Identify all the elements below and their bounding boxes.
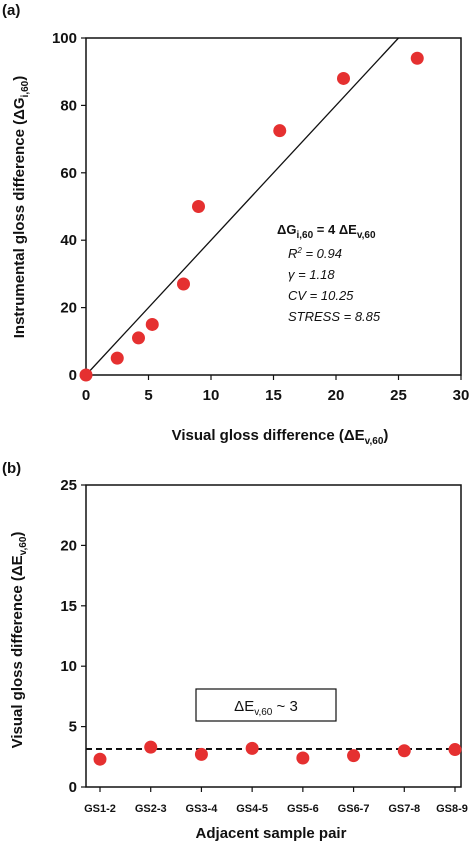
annotation-text: ΔEv,60 ~ 3 xyxy=(234,698,298,718)
stat-r2-sup: 2 xyxy=(296,246,302,255)
x-tick-label-a: 0 xyxy=(82,387,90,404)
y-tick-label-b: 0 xyxy=(69,779,77,796)
y-tick-label-a: 80 xyxy=(60,97,77,114)
data-point-a xyxy=(177,277,190,291)
x-tick-label-b: GS1-2 xyxy=(84,803,116,815)
data-point-b xyxy=(296,751,310,765)
data-point-a xyxy=(410,51,424,65)
stat-r2: R2 = 0.94 xyxy=(288,246,342,261)
y-tick-label-a: 60 xyxy=(60,165,77,182)
x-axis-title-b: Adjacent sample pair xyxy=(196,825,347,842)
x-tick-label-b: GS6-7 xyxy=(338,803,370,815)
y-ticks-b: 0 5 10 15 20 25 xyxy=(60,477,86,796)
annotation-prefix: ΔE xyxy=(234,698,254,715)
stat-r2-label: R xyxy=(288,246,297,261)
panel-b-label: (b) xyxy=(2,460,21,477)
x-tick-label-b: GS2-3 xyxy=(135,803,167,815)
y-tick-label-a: 20 xyxy=(60,300,77,317)
data-point-b xyxy=(347,749,361,763)
y-tick-label-a: 40 xyxy=(60,232,77,249)
x-tick-label-b: GS8-9 xyxy=(436,803,468,815)
x-axis-title-a-sub: v,60 xyxy=(365,436,384,447)
data-point-a xyxy=(337,71,350,85)
x-tick-label-a: 10 xyxy=(203,387,220,404)
annotation-suffix: ~ 3 xyxy=(272,698,297,715)
x-axis-title-a-end: ) xyxy=(383,427,388,444)
panel-a-label: (a) xyxy=(2,2,20,19)
stat-r2-value: = 0.94 xyxy=(302,246,342,261)
x-axis-title-a-main: Visual gloss difference (ΔE xyxy=(172,427,365,444)
y-axis-title-a-end: ) xyxy=(11,76,28,81)
y-tick-label-b: 15 xyxy=(60,598,77,615)
y-tick-label-a: 100 xyxy=(52,30,77,47)
y-tick-label-b: 10 xyxy=(60,658,77,675)
fit-equation: ΔGi,60 = 4 ΔEv,60 xyxy=(277,222,376,241)
annotation-box xyxy=(195,688,337,722)
x-tick-label-b: GS7-8 xyxy=(388,803,420,815)
data-point-a xyxy=(79,368,93,382)
y-axis-title-b-end: ) xyxy=(9,532,26,537)
data-point-a xyxy=(273,124,287,138)
y-ticks-a: 0 20 40 60 80 100 xyxy=(52,30,86,384)
data-point-b xyxy=(397,744,411,758)
x-tick-label-b: GS4-5 xyxy=(236,803,268,815)
y-tick-label-b: 5 xyxy=(69,719,77,736)
data-point-b xyxy=(93,752,107,766)
x-ticks-a: 0 5 10 15 20 25 30 xyxy=(82,375,470,404)
eq-rhs-sub: v,60 xyxy=(357,230,376,241)
x-ticks-b: GS1-2 GS2-3 GS3-4 GS4-5 GS5-6 GS6-7 GS7-8 GS8-9 xyxy=(84,787,468,815)
x-tick-label-a: 5 xyxy=(144,387,152,404)
x-tick-label-a: 25 xyxy=(390,387,407,404)
y-axis-title-a-main: Instrumental gloss difference (ΔG xyxy=(11,97,28,338)
x-tick-label-a: 30 xyxy=(453,387,470,404)
data-point-b xyxy=(144,740,158,754)
plot-area-b xyxy=(85,484,462,788)
y-axis-title-a-sub: i,60 xyxy=(20,80,31,97)
data-points-a xyxy=(79,51,424,382)
eq-mid: = 4 ΔE xyxy=(313,222,357,237)
x-axis-title-a: Visual gloss difference (ΔEv,60) xyxy=(172,427,389,447)
data-point-a xyxy=(110,351,124,365)
plot-area-a xyxy=(85,37,462,376)
y-tick-label-a: 0 xyxy=(69,367,77,384)
eq-lhs: ΔG xyxy=(277,222,296,237)
data-point-a xyxy=(132,331,145,345)
x-tick-label-b: GS5-6 xyxy=(287,803,319,815)
data-point-a xyxy=(145,317,159,331)
data-point-b xyxy=(448,743,462,757)
panel-b: (b) 0 5 10 15 20 25 GS1-2 GS2-3 GS3-4 GS4-5 GS5-6… xyxy=(2,460,468,842)
x-tick-label-a: 15 xyxy=(265,387,282,404)
y-tick-label-b: 25 xyxy=(60,477,77,494)
data-point-a xyxy=(192,200,205,213)
fit-line xyxy=(85,37,399,376)
eq-lhs-sub: i,60 xyxy=(296,230,313,241)
annotation-sub: v,60 xyxy=(254,707,273,718)
stat-stress: STRESS = 8.85 xyxy=(288,309,381,324)
x-tick-label-a: 20 xyxy=(328,387,345,404)
y-axis-title-b-main: Visual gloss difference (ΔE xyxy=(9,555,26,748)
stat-gamma: γ = 1.18 xyxy=(288,267,335,282)
y-axis-title-b-sub: v,60 xyxy=(18,536,29,555)
y-axis-title-a: Instrumental gloss difference (ΔGi,60) xyxy=(11,76,31,339)
y-axis-title-b: Visual gloss difference (ΔEv,60) xyxy=(9,532,29,749)
stat-cv: CV = 10.25 xyxy=(288,288,354,303)
data-points-b xyxy=(93,740,462,766)
data-point-b xyxy=(245,741,259,755)
y-tick-label-b: 20 xyxy=(60,537,77,554)
x-tick-label-b: GS3-4 xyxy=(186,803,219,815)
data-point-b xyxy=(194,747,208,761)
